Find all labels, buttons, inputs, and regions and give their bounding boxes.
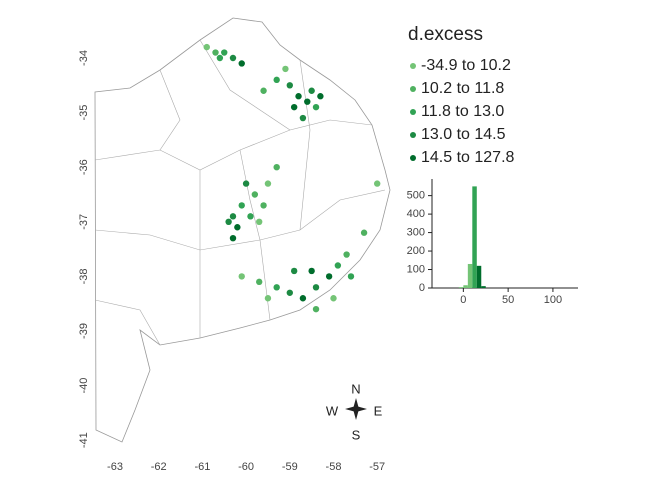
hist-y-tick-label: 300 xyxy=(407,226,425,238)
sample-point xyxy=(286,82,293,89)
sample-point xyxy=(238,60,245,67)
legend-swatch xyxy=(410,155,416,161)
legend-label: 13.0 to 14.5 xyxy=(421,126,506,143)
district-lines xyxy=(94,39,386,346)
legend-label: 11.8 to 13.0 xyxy=(421,103,504,120)
hist-bar xyxy=(481,286,486,288)
compass-e: E xyxy=(374,403,383,418)
sample-point xyxy=(312,284,320,291)
sample-point xyxy=(334,262,342,269)
lat-tick-label: -40 xyxy=(78,378,90,394)
hist-x-tick-label: 100 xyxy=(544,294,562,306)
sample-point xyxy=(304,98,311,105)
compass: N S E W xyxy=(326,381,383,442)
province-outline xyxy=(94,17,391,443)
lon-tick-label: -57 xyxy=(369,461,385,473)
lat-tick-label: -34 xyxy=(78,50,90,66)
sample-point xyxy=(264,180,272,187)
compass-star xyxy=(345,406,367,412)
sample-point xyxy=(221,49,228,56)
lon-tick-label: -62 xyxy=(151,461,167,473)
sample-point xyxy=(234,224,241,231)
hist-y-tick-label: 100 xyxy=(407,263,425,275)
sample-point xyxy=(203,43,210,51)
lon-tick-label: -59 xyxy=(282,461,298,473)
sample-point xyxy=(347,273,355,280)
legend-label: 10.2 to 11.8 xyxy=(421,80,504,97)
sample-point xyxy=(299,114,307,122)
sample-point xyxy=(308,267,315,275)
sample-point xyxy=(242,180,250,187)
hist-x-tick-label: 0 xyxy=(460,294,466,306)
sample-point xyxy=(308,87,315,94)
sample-point xyxy=(317,93,324,100)
hist-bar xyxy=(458,287,464,288)
hist-bar xyxy=(467,263,473,288)
sample-point xyxy=(330,295,337,302)
sample-point xyxy=(290,267,298,275)
lon-tick-label: -58 xyxy=(326,461,342,473)
sample-point xyxy=(295,93,302,100)
legend-swatch xyxy=(410,86,416,92)
sample-point xyxy=(273,76,280,84)
hist-bar xyxy=(472,186,477,288)
hist-y-tick-label: 200 xyxy=(407,245,425,257)
hist-y-tick-label: 500 xyxy=(407,190,425,202)
compass-s: S xyxy=(352,427,361,442)
lon-tick-label: -63 xyxy=(107,461,123,473)
sample-point xyxy=(229,234,237,242)
hist-y-tick-label: 0 xyxy=(419,282,425,294)
sample-point xyxy=(290,103,298,111)
sample-point xyxy=(216,54,224,62)
legend-swatch xyxy=(410,63,416,69)
lat-tick-label: -35 xyxy=(78,105,90,121)
sample-point xyxy=(238,273,245,280)
sample-point xyxy=(260,202,267,209)
sample-point xyxy=(312,305,320,313)
legend-label: 14.5 to 127.8 xyxy=(421,149,515,166)
points-layer xyxy=(203,43,381,313)
sample-point xyxy=(256,278,263,286)
legend-swatch xyxy=(410,132,416,138)
sample-point xyxy=(212,49,219,56)
sample-point xyxy=(225,218,232,225)
sample-point xyxy=(229,54,237,62)
lon-tick-label: -61 xyxy=(194,461,210,473)
sample-point xyxy=(273,284,280,291)
sample-point xyxy=(273,164,280,171)
sample-point xyxy=(374,180,381,187)
sample-point xyxy=(238,202,245,209)
legend-title: d.excess xyxy=(408,24,483,45)
sample-point xyxy=(229,213,237,220)
sample-point xyxy=(299,295,307,302)
sample-point xyxy=(260,87,267,94)
hist-y-tick-label: 400 xyxy=(407,208,425,220)
sample-point xyxy=(286,289,293,296)
lat-tick-label: -36 xyxy=(78,159,90,175)
lat-tick-label: -38 xyxy=(78,268,90,284)
compass-n: N xyxy=(351,381,360,396)
sample-point xyxy=(247,213,254,220)
legend-label: -34.9 to 10.2 xyxy=(421,57,511,74)
sample-point xyxy=(264,295,272,302)
legend-swatch xyxy=(410,109,416,115)
sample-point xyxy=(343,251,350,258)
sample-point xyxy=(282,65,289,73)
compass-w: W xyxy=(326,403,339,418)
hist-bar xyxy=(463,285,468,288)
hist-bar xyxy=(476,265,482,288)
sample-point xyxy=(325,273,333,280)
lon-tick-label: -60 xyxy=(238,461,254,473)
hist-x-tick-label: 50 xyxy=(502,294,514,306)
sample-point xyxy=(360,229,368,236)
sample-point xyxy=(312,103,320,111)
lat-tick-label: -41 xyxy=(78,432,90,448)
sample-point xyxy=(256,218,263,225)
lat-tick-label: -37 xyxy=(78,214,90,230)
sample-point xyxy=(251,191,259,198)
lat-tick-label: -39 xyxy=(78,323,90,339)
